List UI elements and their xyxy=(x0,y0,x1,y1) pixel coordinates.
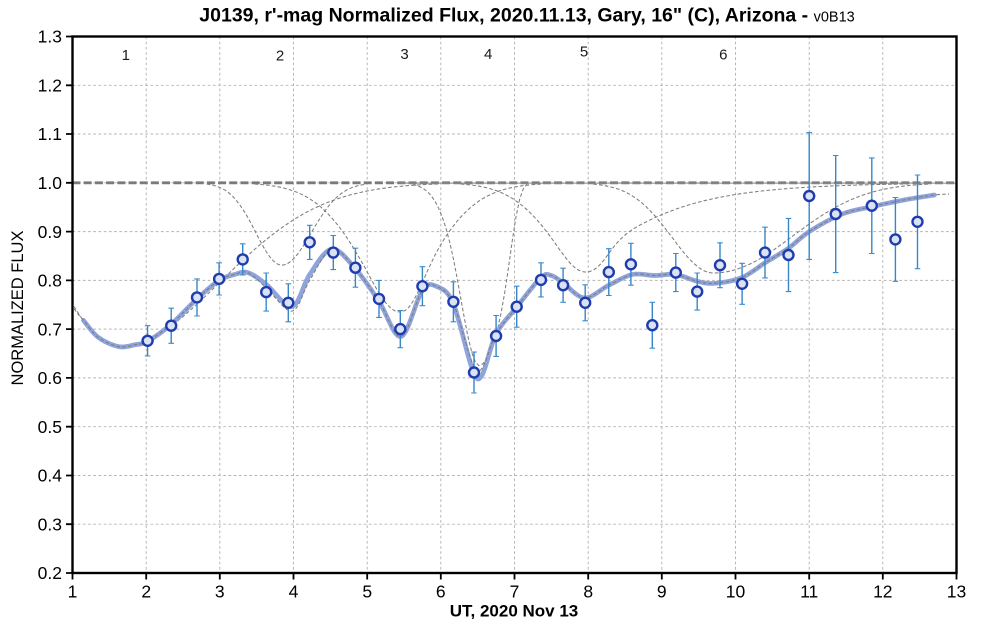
svg-text:UT, 2020 Nov 13: UT, 2020 Nov 13 xyxy=(450,602,579,621)
svg-text:9: 9 xyxy=(657,582,667,602)
svg-text:3: 3 xyxy=(400,46,408,63)
svg-text:0.6: 0.6 xyxy=(38,368,62,388)
svg-text:0.3: 0.3 xyxy=(38,514,62,534)
svg-text:1.2: 1.2 xyxy=(38,76,62,96)
svg-text:J0139, r'-mag Normalized Flux,: J0139, r'-mag Normalized Flux, 2020.11.1… xyxy=(199,5,854,27)
svg-text:6: 6 xyxy=(719,47,727,64)
svg-text:4: 4 xyxy=(289,582,299,602)
svg-text:7: 7 xyxy=(510,582,520,602)
svg-text:12: 12 xyxy=(873,582,892,602)
svg-text:5: 5 xyxy=(580,44,588,61)
svg-text:6: 6 xyxy=(436,582,446,602)
svg-text:3: 3 xyxy=(215,582,225,602)
svg-text:0.2: 0.2 xyxy=(38,563,62,583)
svg-text:1: 1 xyxy=(68,582,78,602)
svg-text:1.1: 1.1 xyxy=(38,124,62,144)
svg-text:2: 2 xyxy=(276,48,284,65)
svg-text:0.9: 0.9 xyxy=(38,222,62,242)
svg-text:0.4: 0.4 xyxy=(38,466,63,486)
svg-text:0.5: 0.5 xyxy=(38,417,62,437)
svg-text:10: 10 xyxy=(726,582,746,602)
svg-text:0.8: 0.8 xyxy=(38,271,62,291)
svg-text:11: 11 xyxy=(800,582,818,602)
svg-text:4: 4 xyxy=(484,46,492,63)
svg-text:5: 5 xyxy=(362,582,372,602)
svg-text:13: 13 xyxy=(947,582,966,602)
svg-text:NORMALIZED FLUX: NORMALIZED FLUX xyxy=(9,231,27,386)
svg-text:0.7: 0.7 xyxy=(38,319,62,339)
svg-text:2: 2 xyxy=(141,582,151,602)
svg-text:1.0: 1.0 xyxy=(38,173,63,193)
svg-text:1: 1 xyxy=(122,47,130,64)
svg-text:8: 8 xyxy=(583,582,593,602)
svg-text:1.3: 1.3 xyxy=(38,27,62,47)
